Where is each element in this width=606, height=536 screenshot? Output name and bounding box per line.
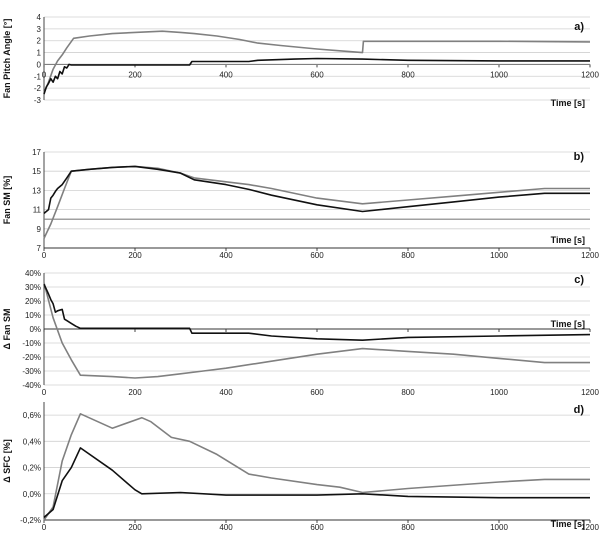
y-tick-label: -3 — [34, 96, 42, 105]
x-tick-label: 800 — [401, 70, 415, 79]
y-axis-label: Δ Fan SM — [2, 309, 12, 350]
series-line-gray — [43, 282, 590, 379]
x-tick-label: 1000 — [490, 251, 508, 260]
y-tick-label: -2 — [34, 84, 42, 93]
x-axis-label: Time [s] — [551, 519, 585, 529]
x-tick-label: 0 — [42, 388, 47, 397]
x-tick-label: 0 — [42, 251, 47, 260]
y-tick-label: 17 — [32, 148, 41, 157]
x-tick-label: 600 — [310, 388, 324, 397]
y-tick-label: 7 — [37, 244, 42, 253]
y-tick-label: 13 — [32, 186, 41, 195]
y-tick-label: -40% — [22, 381, 41, 390]
y-tick-label: 2 — [37, 37, 42, 46]
x-tick-label: 800 — [401, 523, 415, 532]
panel-letter: a) — [574, 21, 584, 33]
x-tick-label: 200 — [128, 251, 142, 260]
y-tick-label: 0,4% — [23, 437, 41, 446]
y-tick-label: 9 — [37, 225, 42, 234]
y-tick-label: 4 — [37, 13, 42, 22]
x-tick-label: 400 — [219, 523, 233, 532]
x-axis-label: Time [s] — [551, 98, 585, 108]
panel-letter: b) — [574, 151, 585, 163]
x-tick-label: 1000 — [490, 523, 508, 532]
x-tick-label: 800 — [401, 388, 415, 397]
y-tick-label: 0 — [37, 60, 42, 69]
series-line-black — [43, 57, 590, 95]
y-tick-label: -1 — [34, 72, 42, 81]
x-tick-label: 200 — [128, 70, 142, 79]
y-tick-label: 0% — [29, 325, 41, 334]
x-tick-label: 200 — [128, 388, 142, 397]
x-tick-label: 800 — [401, 251, 415, 260]
x-tick-label: 1000 — [490, 70, 508, 79]
x-tick-label: 400 — [219, 388, 233, 397]
y-tick-label: 40% — [25, 269, 41, 278]
x-tick-label: 1200 — [581, 388, 599, 397]
y-tick-label: -10% — [22, 339, 41, 348]
series-line-gray — [43, 30, 591, 94]
y-tick-label: 0,2% — [23, 464, 41, 473]
x-tick-label: 600 — [310, 251, 324, 260]
series-line-black — [43, 447, 590, 519]
x-tick-label: 0 — [42, 523, 47, 532]
y-axis-label: Δ SFC [%] — [2, 439, 12, 482]
panel-d: -0,2% 0,0% 0,2% 0,4% 0,6% 0 200 400 600 800 1000 12… — [2, 402, 599, 532]
y-tick-label: 15 — [32, 167, 41, 176]
series-line-black — [43, 283, 591, 342]
panel-b: 7 9 11 13 15 17 0 200 400 600 800 1000 1200 Time [s] F… — [2, 148, 599, 260]
y-tick-label: 11 — [33, 206, 42, 215]
series-line-black — [43, 165, 590, 215]
x-tick-label: 1200 — [581, 70, 599, 79]
x-axis-label: Time [s] — [551, 235, 585, 245]
panel-letter: c) — [574, 274, 584, 286]
y-tick-label: 1 — [37, 49, 42, 58]
panel-c: -40% -30% -20% -10% 0% 10% 20% 30% 40% 0 200 400 600… — [2, 269, 599, 397]
x-tick-label: 1200 — [581, 251, 599, 260]
y-tick-label: 0,6% — [23, 411, 41, 420]
y-tick-label: -20% — [22, 353, 41, 362]
panel-letter: d) — [574, 404, 585, 416]
series-line-gray — [43, 165, 590, 239]
x-tick-label: 600 — [310, 70, 324, 79]
x-tick-label: 600 — [310, 523, 324, 532]
y-tick-label: -30% — [22, 367, 41, 376]
x-axis-label: Time [s] — [551, 319, 585, 329]
x-tick-label: 400 — [219, 251, 233, 260]
series-line-gray — [43, 412, 590, 521]
y-axis-label: Fan SM [%] — [2, 176, 12, 225]
y-tick-label: 20% — [25, 297, 41, 306]
x-tick-label: 200 — [128, 523, 142, 532]
x-tick-label: 0 — [42, 70, 47, 79]
x-tick-label: 400 — [219, 70, 233, 79]
y-axis-label: Fan Pitch Angle [°] — [2, 19, 12, 99]
y-tick-label: -0,2% — [20, 516, 41, 525]
y-tick-label: 10% — [25, 311, 41, 320]
y-tick-label: 30% — [25, 283, 41, 292]
x-tick-label: 1200 — [581, 523, 599, 532]
x-tick-label: 1000 — [490, 388, 508, 397]
y-tick-label: 0,0% — [23, 490, 41, 499]
y-tick-label: 3 — [37, 25, 42, 34]
